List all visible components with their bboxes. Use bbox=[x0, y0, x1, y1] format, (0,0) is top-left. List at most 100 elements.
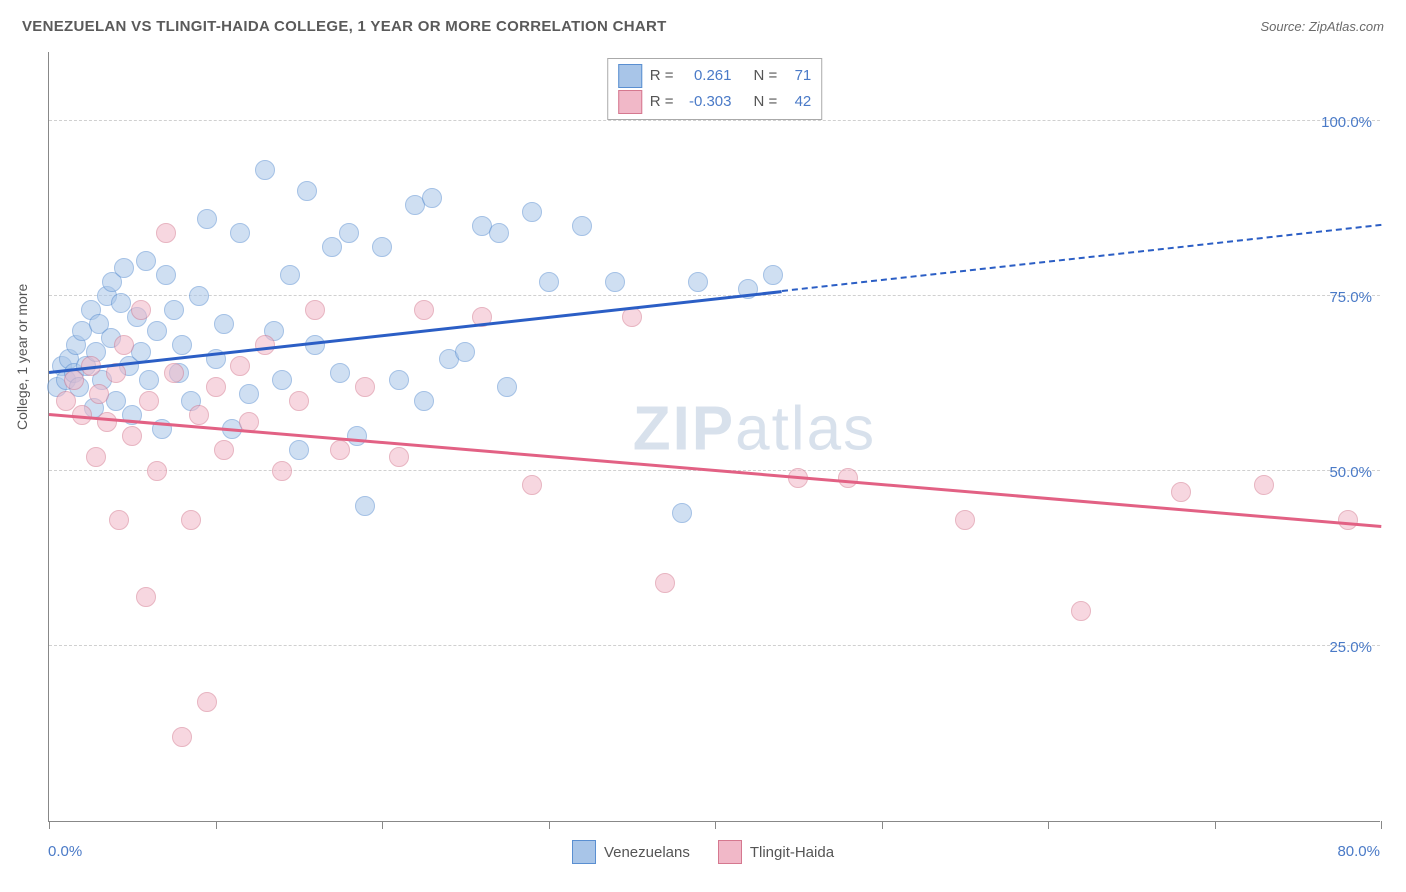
n-label-1: N = bbox=[754, 89, 778, 115]
data-point bbox=[289, 391, 309, 411]
legend-swatch-series-1 bbox=[618, 90, 642, 114]
data-point bbox=[414, 391, 434, 411]
data-point bbox=[522, 475, 542, 495]
data-point bbox=[422, 188, 442, 208]
data-point bbox=[389, 370, 409, 390]
legend-swatch-series-0 bbox=[618, 64, 642, 88]
data-point bbox=[272, 461, 292, 481]
data-point bbox=[139, 370, 159, 390]
data-point bbox=[114, 258, 134, 278]
data-point bbox=[214, 314, 234, 334]
data-point bbox=[109, 510, 129, 530]
data-point bbox=[197, 209, 217, 229]
data-point bbox=[763, 265, 783, 285]
legend-label-series-1: Tlingit-Haida bbox=[750, 844, 834, 861]
gridline-h bbox=[49, 645, 1380, 646]
data-point bbox=[230, 356, 250, 376]
data-point bbox=[197, 692, 217, 712]
data-point bbox=[189, 405, 209, 425]
data-point bbox=[539, 272, 559, 292]
x-tick bbox=[216, 821, 217, 829]
legend-label-series-0: Venezuelans bbox=[604, 844, 690, 861]
data-point bbox=[355, 377, 375, 397]
data-point bbox=[289, 440, 309, 460]
data-point bbox=[347, 426, 367, 446]
data-point bbox=[655, 573, 675, 593]
data-point bbox=[305, 335, 325, 355]
data-point bbox=[131, 300, 151, 320]
data-point bbox=[206, 377, 226, 397]
r-label-0: R = bbox=[650, 63, 674, 89]
data-point bbox=[122, 426, 142, 446]
data-point bbox=[297, 181, 317, 201]
x-tick bbox=[1381, 821, 1382, 829]
data-point bbox=[139, 391, 159, 411]
correlation-legend-row: R = 0.261 N = 71 bbox=[618, 63, 812, 89]
data-point bbox=[64, 370, 84, 390]
data-point bbox=[572, 216, 592, 236]
y-tick-label: 50.0% bbox=[1329, 464, 1372, 481]
data-point bbox=[672, 503, 692, 523]
data-point bbox=[522, 202, 542, 222]
data-point bbox=[147, 461, 167, 481]
data-point bbox=[688, 272, 708, 292]
n-value-0: 71 bbox=[785, 63, 811, 89]
data-point bbox=[389, 447, 409, 467]
data-point bbox=[322, 237, 342, 257]
n-label-0: N = bbox=[754, 63, 778, 89]
data-point bbox=[114, 335, 134, 355]
n-value-1: 42 bbox=[785, 89, 811, 115]
watermark-light: atlas bbox=[735, 394, 876, 463]
legend-item-series-1: Tlingit-Haida bbox=[718, 840, 834, 864]
data-point bbox=[136, 587, 156, 607]
data-point bbox=[56, 391, 76, 411]
x-tick bbox=[715, 821, 716, 829]
data-point bbox=[97, 412, 117, 432]
data-point bbox=[497, 377, 517, 397]
data-point bbox=[305, 300, 325, 320]
data-point bbox=[181, 510, 201, 530]
data-point bbox=[372, 237, 392, 257]
data-point bbox=[330, 440, 350, 460]
source-prefix: Source: bbox=[1260, 19, 1308, 34]
data-point bbox=[111, 293, 131, 313]
x-tick bbox=[882, 821, 883, 829]
correlation-legend-row: R = -0.303 N = 42 bbox=[618, 89, 812, 115]
data-point bbox=[156, 265, 176, 285]
r-label-1: R = bbox=[650, 89, 674, 115]
y-tick-label: 25.0% bbox=[1329, 639, 1372, 656]
data-point bbox=[156, 223, 176, 243]
data-point bbox=[1254, 475, 1274, 495]
y-tick-label: 100.0% bbox=[1321, 114, 1372, 131]
x-tick bbox=[49, 821, 50, 829]
series-legend: Venezuelans Tlingit-Haida bbox=[0, 840, 1406, 864]
data-point bbox=[414, 300, 434, 320]
gridline-h bbox=[49, 295, 1380, 296]
x-tick bbox=[1215, 821, 1216, 829]
watermark-bold: ZIP bbox=[633, 394, 735, 463]
data-point bbox=[164, 300, 184, 320]
y-axis-label: College, 1 year or more bbox=[14, 284, 30, 430]
data-point bbox=[955, 510, 975, 530]
data-point bbox=[164, 363, 184, 383]
data-point bbox=[339, 223, 359, 243]
legend-swatch-series-0b bbox=[572, 840, 596, 864]
data-point bbox=[86, 447, 106, 467]
data-point bbox=[622, 307, 642, 327]
data-point bbox=[189, 286, 209, 306]
y-tick-label: 75.0% bbox=[1329, 289, 1372, 306]
x-tick bbox=[1048, 821, 1049, 829]
data-point bbox=[355, 496, 375, 516]
r-value-1: -0.303 bbox=[682, 89, 732, 115]
data-point bbox=[172, 335, 192, 355]
data-point bbox=[89, 384, 109, 404]
data-point bbox=[147, 321, 167, 341]
legend-swatch-series-1b bbox=[718, 840, 742, 864]
source-name: ZipAtlas.com bbox=[1309, 19, 1384, 34]
correlation-legend: R = 0.261 N = 71 R = -0.303 N = 42 bbox=[607, 58, 823, 120]
data-point bbox=[230, 223, 250, 243]
data-point bbox=[214, 440, 234, 460]
data-point bbox=[605, 272, 625, 292]
data-point bbox=[272, 370, 292, 390]
x-tick bbox=[549, 821, 550, 829]
